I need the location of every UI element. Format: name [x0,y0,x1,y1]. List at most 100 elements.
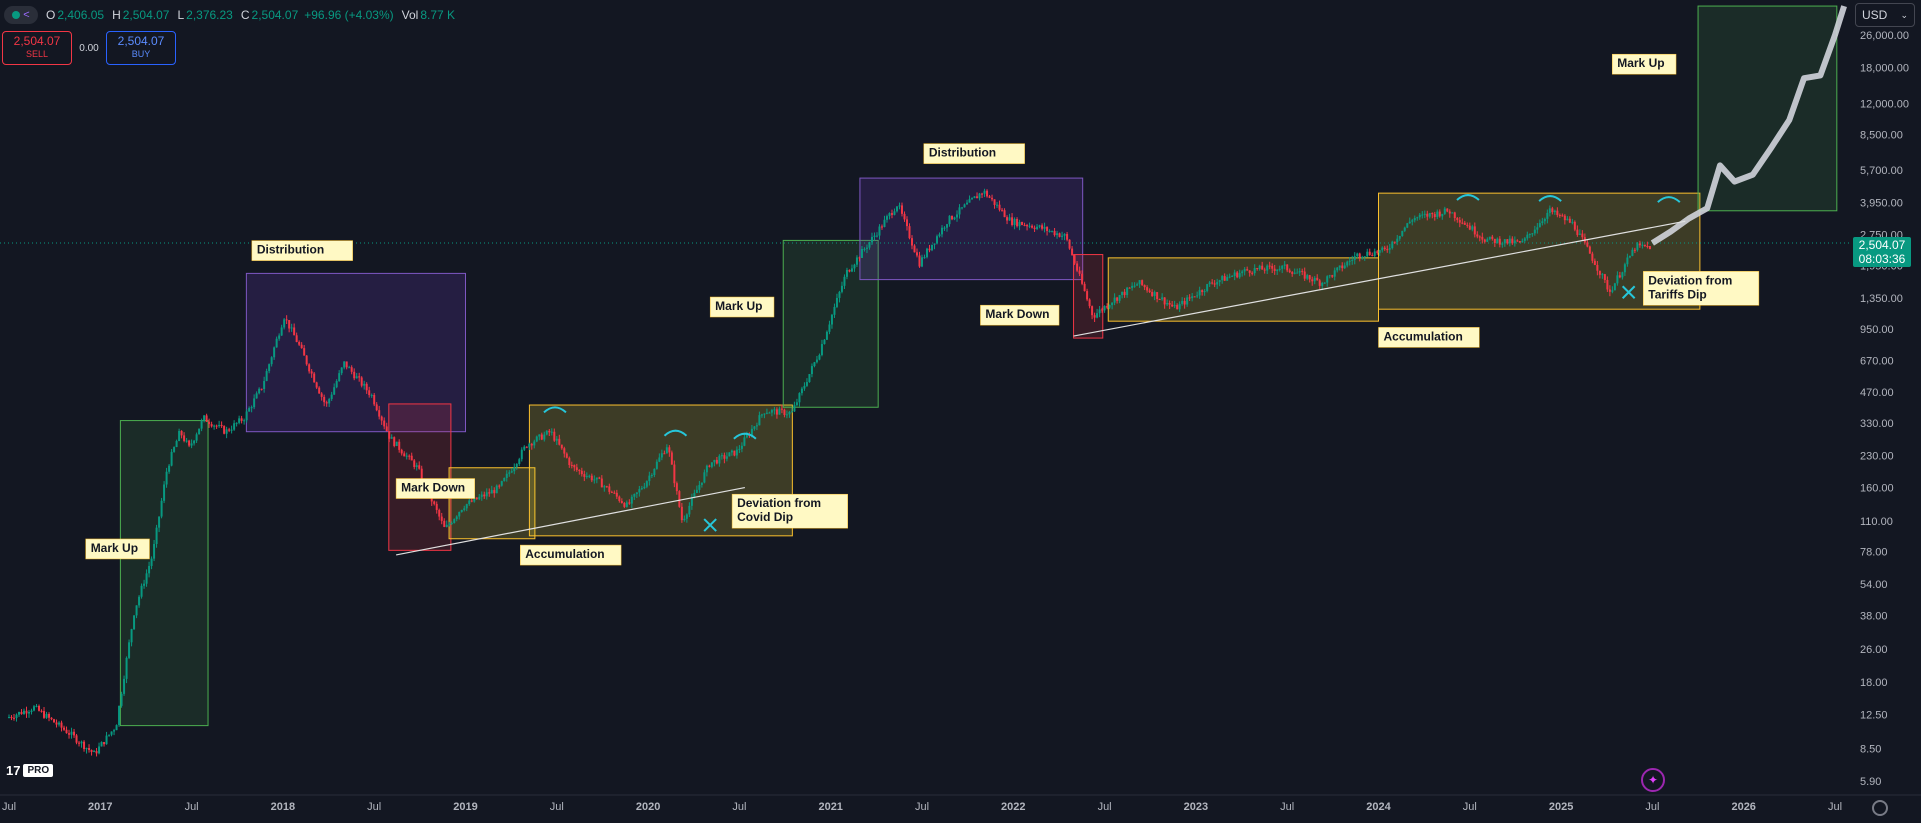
candle-body [1253,268,1256,274]
candle-body [1151,291,1154,296]
candle-body [313,373,316,383]
candle-body [905,219,908,227]
candle-body [1116,297,1119,301]
candle-body [1206,284,1209,292]
annotation-box-8 [1378,327,1480,348]
sell-button[interactable]: 2,504.07 SELL [2,31,72,65]
candle-body [850,268,853,272]
candle-body [823,339,826,345]
candle-body [1001,209,1004,211]
candle-body [1006,217,1009,221]
candle-body [1011,217,1014,225]
candle-body [1356,253,1359,257]
candle-body [1121,291,1124,296]
candle-body [163,484,166,501]
candle-body [1493,238,1496,243]
candle-body [650,474,653,476]
sparkle-icon[interactable]: ✦ [1641,768,1665,792]
gear-icon[interactable] [1872,800,1888,816]
candle-body [498,485,501,487]
annotation-box-5 [709,296,775,318]
candle-body [325,402,328,404]
candle-body [193,440,196,444]
candle-body [1166,302,1169,305]
candle-body [233,423,236,430]
candle-body [175,441,178,448]
candle-body [185,440,188,442]
high-label: H [112,8,121,22]
price-tick-label: 670.00 [1860,355,1894,367]
candle-body [98,746,101,754]
candle-body [1303,271,1306,279]
candle-body [1438,211,1441,217]
candle-body [1313,277,1316,282]
candle-body [518,459,521,464]
candle-body [1596,264,1599,271]
candle-body [490,490,493,494]
candle-body [1346,261,1349,266]
candle-body [1391,241,1394,249]
annotation-label: Accumulation [1384,329,1463,343]
price-tick-label: 12,000.00 [1860,99,1909,111]
candle-body [1133,285,1136,287]
candle-body [580,470,583,475]
candle-body [1543,218,1546,222]
candle-body [68,733,71,735]
candle-body [1426,213,1429,217]
tradingview-logo[interactable]: 17 PRO [6,763,54,778]
candle-body [1556,210,1559,216]
currency-select[interactable]: USD ⌄ [1855,3,1915,27]
candle-body [1323,282,1326,284]
candle-body [933,243,936,245]
candle-body [720,455,723,457]
candle-body [1118,295,1121,301]
candle-body [1623,264,1626,273]
candle-body [773,409,776,411]
candle-body [1068,239,1071,249]
candle-body [1158,299,1161,301]
candle-body [513,466,516,472]
candle-body [373,395,376,405]
candle-body [260,388,263,390]
candle-body [115,725,118,731]
annotation-label: Deviation from [1648,273,1732,287]
candle-body [1156,292,1159,300]
candle-body [583,474,586,477]
last-price-value: 2,504.07 [1858,238,1906,252]
open-value: 2,406.05 [57,8,105,22]
candle-body [1341,265,1344,269]
candle-body [1568,218,1571,223]
buy-button[interactable]: 2,504.07 BUY [106,31,176,65]
candle-body [703,472,706,483]
candle-body [1586,242,1589,247]
candle-body [1096,313,1099,318]
candle-body [908,226,911,239]
candle-body [630,496,633,504]
price-tick-label: 26,000.00 [1860,30,1909,42]
candle-body [463,508,466,510]
candle-body [395,441,398,446]
candle-body [635,492,638,494]
symbol-icon[interactable]: < [4,6,38,24]
candle-body [978,193,981,199]
candle-body [1473,226,1476,235]
candle-body [173,447,176,452]
candle-body [120,693,123,706]
close-value: 2,504.07 [251,8,299,22]
candle-body [976,196,979,199]
candle-body [8,716,10,718]
candle-body [268,364,271,372]
candle-body [403,453,406,457]
candle-body [445,524,448,527]
candle-body [1531,233,1534,235]
candle-body [1591,253,1594,261]
candle-body [953,217,956,220]
candle-body [588,475,591,477]
candle-body [775,409,778,415]
candle-body [1563,215,1566,221]
candle-body [190,443,193,446]
candle-body [285,319,288,321]
candle-body [1513,240,1516,244]
candle-body [203,415,206,421]
